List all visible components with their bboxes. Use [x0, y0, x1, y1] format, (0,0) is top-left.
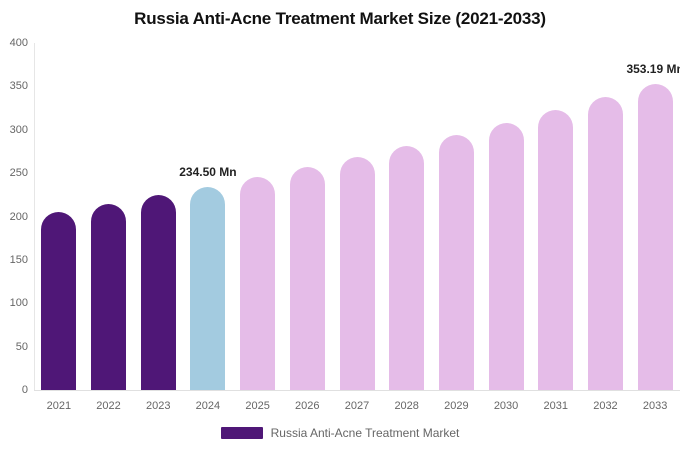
y-axis-line [34, 43, 35, 390]
x-tick-label: 2033 [642, 400, 668, 412]
x-axis-line [34, 390, 680, 391]
legend-label: Russia Anti-Acne Treatment Market [270, 426, 460, 440]
bar-2029[interactable] [438, 134, 474, 390]
x-tick-label: 2030 [493, 400, 519, 412]
y-tick-label: 300 [9, 123, 28, 136]
x-tick-label: 2025 [245, 400, 270, 412]
x-tick-label: 2032 [593, 400, 618, 412]
x-tick-label: 2028 [394, 400, 419, 412]
bar-2024[interactable] [190, 186, 226, 390]
bar-2023[interactable] [140, 195, 176, 390]
x-tick-label: 2024 [195, 400, 221, 412]
y-tick-label: 0 [21, 384, 28, 396]
bar-2026[interactable] [289, 167, 325, 390]
bar-2030[interactable] [488, 122, 524, 390]
x-tick-label: 2031 [543, 400, 568, 412]
legend[interactable]: Russia Anti-Acne Treatment Market [0, 426, 680, 440]
y-tick-label: 400 [9, 37, 28, 49]
x-tick-label: 2021 [46, 400, 72, 412]
bar-2022[interactable] [91, 204, 127, 390]
data-label: 234.50 Mn [179, 164, 237, 179]
bar-2021[interactable] [41, 212, 77, 390]
bar-2025[interactable] [240, 177, 276, 390]
y-tick-label: 250 [9, 167, 28, 180]
y-tick-label: 50 [15, 340, 28, 353]
bar-2028[interactable] [389, 145, 425, 390]
bar-2032[interactable] [587, 97, 623, 390]
bar-2027[interactable] [339, 156, 375, 390]
x-tick-label: 2022 [96, 400, 121, 412]
legend-swatch-icon [220, 427, 263, 439]
y-tick-label: 200 [9, 210, 28, 223]
chart-title: Russia Anti-Acne Treatment Market Size (… [134, 9, 546, 28]
y-tick-label: 350 [9, 80, 28, 93]
x-tick-label: 2027 [344, 400, 370, 412]
y-tick-label: 100 [9, 297, 28, 310]
bar-2033[interactable] [637, 83, 673, 390]
data-label: 353.19 Mn [626, 61, 680, 76]
y-tick-label: 150 [9, 253, 28, 266]
x-tick-label: 2023 [145, 400, 171, 412]
x-tick-label: 2026 [295, 400, 320, 412]
x-tick-label: 2029 [444, 400, 469, 412]
bar-2031[interactable] [538, 110, 574, 390]
